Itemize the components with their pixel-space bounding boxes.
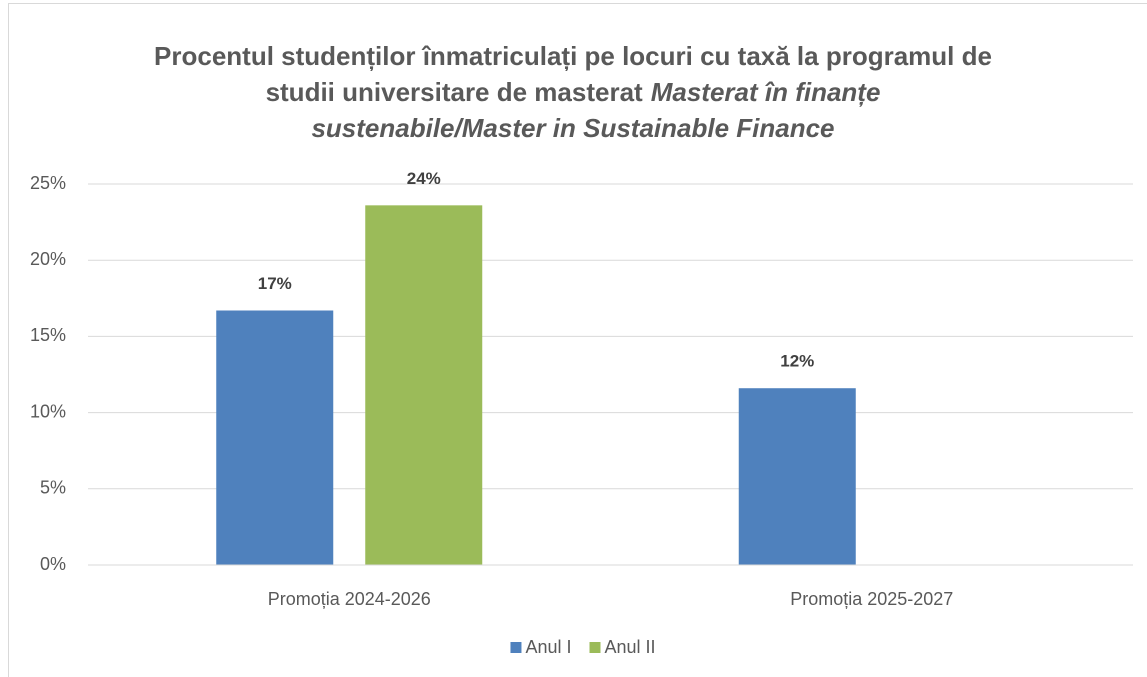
title-italic: sustenabile/Master in Sustainable Financ… xyxy=(311,113,834,143)
legend-label: Anul II xyxy=(605,637,656,657)
title-text: studii universitare de masterat xyxy=(266,77,643,107)
y-tick-label: 10% xyxy=(30,401,66,421)
chart-title: Procentul studenților înmatriculați pe l… xyxy=(154,41,992,71)
data-label: 24% xyxy=(407,169,441,188)
bar xyxy=(365,205,483,565)
data-label: 12% xyxy=(780,352,814,371)
title-italic: Masterat în finanțe xyxy=(651,77,881,107)
y-tick-label: 25% xyxy=(30,173,66,193)
bar xyxy=(738,388,856,565)
y-tick-label: 15% xyxy=(30,325,66,345)
chart-title: studii universitare de masterat Masterat … xyxy=(266,77,881,107)
legend-swatch xyxy=(589,642,601,653)
chart-title: sustenabile/Master in Sustainable Financ… xyxy=(311,113,834,143)
y-tick-label: 5% xyxy=(40,478,66,498)
legend-label: Anul I xyxy=(525,637,571,657)
legend-swatch xyxy=(510,642,522,653)
bar xyxy=(216,310,334,565)
x-tick-label: Promoția 2024-2026 xyxy=(268,589,431,609)
x-tick-label: Promoția 2025-2027 xyxy=(790,589,953,609)
y-tick-label: 0% xyxy=(40,554,66,574)
y-tick-label: 20% xyxy=(30,249,66,269)
data-label: 17% xyxy=(258,274,292,293)
title-text: Procentul studenților înmatriculați pe l… xyxy=(154,41,992,71)
